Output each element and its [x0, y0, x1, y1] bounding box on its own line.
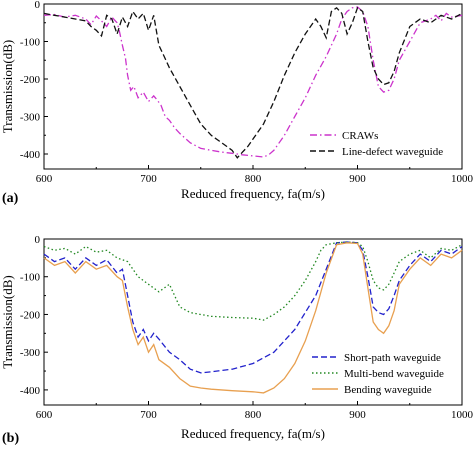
- y-axis-label: Transmission(dB): [0, 275, 15, 368]
- x-tick-label: 600: [36, 409, 53, 421]
- x-axis-label: Reduced frequency, fa(m/s): [181, 426, 325, 441]
- panel-a: 600 700 800 900 1000 0 -100 -200 -300 -400 Reduced…: [0, 0, 474, 206]
- legend-entry: Short-path waveguide: [344, 352, 441, 364]
- x-tick-label: 600: [36, 173, 53, 185]
- x-tick-label: 900: [349, 173, 366, 185]
- x-tick-label: 1000: [451, 173, 474, 185]
- x-tick-label: 1000: [451, 409, 474, 421]
- x-tick-label: 800: [245, 173, 262, 185]
- series-line-3: [43, 242, 463, 394]
- legend: CRAWs Line-defect waveguide: [310, 130, 443, 158]
- y-tick-label: -300: [20, 347, 41, 359]
- legend-entry: Bending waveguide: [344, 384, 432, 396]
- y-tick-label: 0: [35, 0, 41, 11]
- plot-frame: [43, 3, 463, 170]
- series-line-2: [43, 241, 463, 321]
- y-tick-label: -300: [20, 112, 41, 124]
- x-tick-label: 900: [349, 409, 366, 421]
- y-axis-label: Transmission(dB): [0, 40, 15, 133]
- y-tick-label: -200: [20, 74, 41, 86]
- legend-entry: Multi-bend waveguide: [344, 368, 444, 380]
- series-line-1: [43, 241, 463, 374]
- y-tick-label: -400: [20, 385, 41, 397]
- x-tick-label: 700: [140, 409, 157, 421]
- y-tick-label: 0: [35, 234, 41, 246]
- panel-label: (a): [2, 191, 19, 206]
- plot-frame: [43, 238, 463, 406]
- series-line-2: [43, 6, 463, 159]
- legend: Short-path waveguide Multi-bend waveguide…: [312, 352, 444, 396]
- y-tick-label: -100: [20, 37, 41, 49]
- x-tick-label: 700: [140, 173, 157, 185]
- y-tick-label: -100: [20, 272, 41, 284]
- series-line-1: [43, 6, 463, 158]
- x-tick-label: 800: [245, 409, 262, 421]
- y-tick-label: -400: [20, 149, 41, 161]
- legend-entry: Line-defect waveguide: [342, 146, 443, 158]
- x-axis-label: Reduced frequency, fa(m/s): [181, 186, 325, 201]
- panel-label: (b): [2, 431, 19, 446]
- y-tick-label: -200: [20, 309, 41, 321]
- legend-entry: CRAWs: [342, 130, 378, 142]
- panel-b: 600 700 800 900 1000 0 -100 -200 -300 -400 Reduced…: [0, 234, 474, 446]
